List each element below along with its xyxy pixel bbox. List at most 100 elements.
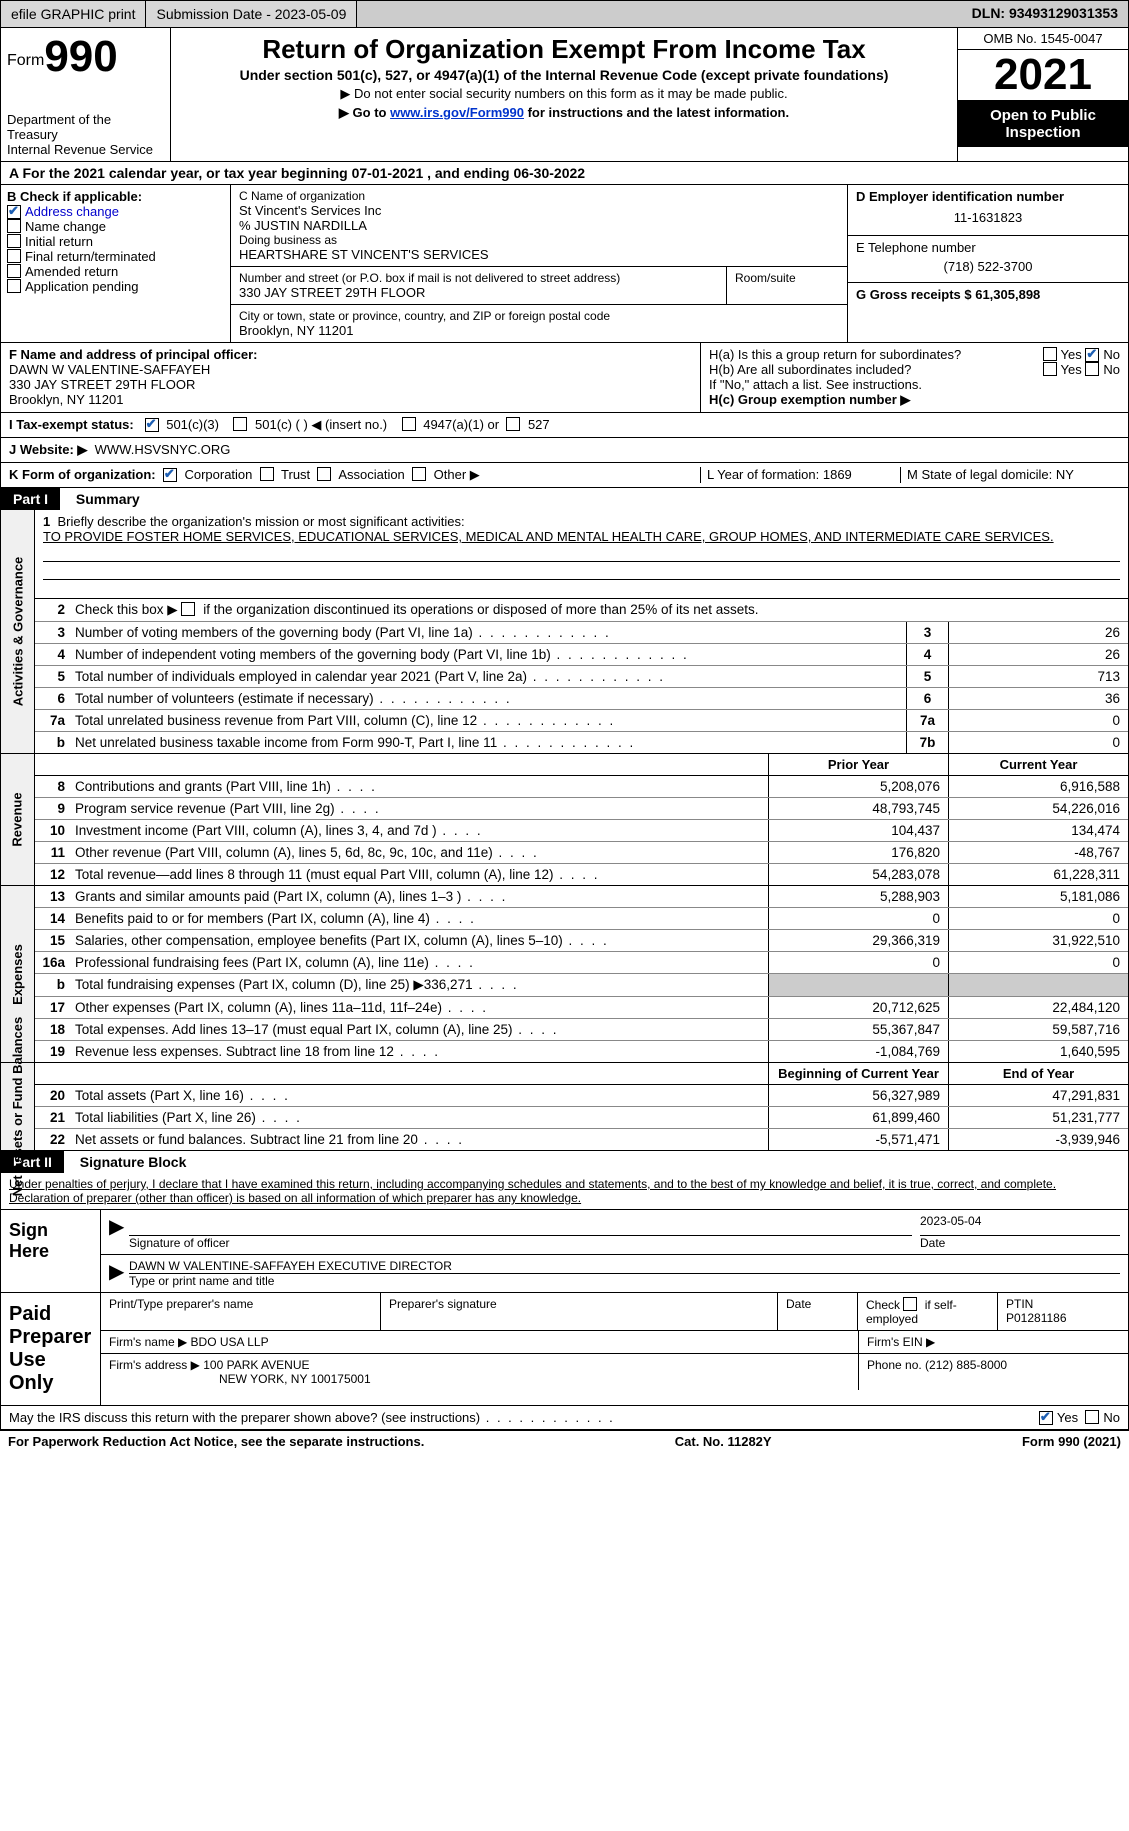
check-discontinued[interactable] xyxy=(181,602,195,616)
footer-left: For Paperwork Reduction Act Notice, see … xyxy=(8,1434,424,1449)
goto-note: ▶ Go to www.irs.gov/Form990 for instruct… xyxy=(179,105,949,121)
hb-label: H(b) Are all subordinates included? xyxy=(709,362,911,377)
line-value: 26 xyxy=(948,622,1128,643)
check-name-change[interactable] xyxy=(7,219,21,233)
footer-mid: Cat. No. 11282Y xyxy=(675,1434,772,1449)
summary-line: 16aProfessional fundraising fees (Part I… xyxy=(35,952,1128,974)
check-initial-return[interactable] xyxy=(7,234,21,248)
lbl-final: Final return/terminated xyxy=(25,249,156,264)
check-trust[interactable] xyxy=(260,467,274,481)
opt-4947: 4947(a)(1) or xyxy=(423,417,499,432)
sig-date-value: 2023-05-04 xyxy=(920,1214,1120,1236)
omb-number: OMB No. 1545-0047 xyxy=(958,28,1128,50)
sig-arrow2: ▶ xyxy=(109,1259,129,1288)
prior-value xyxy=(768,974,948,996)
opt-corp: Corporation xyxy=(184,467,252,482)
type-name-label: Type or print name and title xyxy=(129,1274,1120,1288)
efile-print-button[interactable]: efile GRAPHIC print xyxy=(1,1,146,27)
check-other[interactable] xyxy=(412,467,426,481)
hb-no-check[interactable] xyxy=(1085,362,1099,376)
form-990-number: 990 xyxy=(44,32,117,81)
check-final-return[interactable] xyxy=(7,249,21,263)
line-text: Total number of volunteers (estimate if … xyxy=(71,688,906,709)
firm-ein-label: Firm's EIN ▶ xyxy=(858,1331,1128,1353)
check-app-pending[interactable] xyxy=(7,279,21,293)
lbl-app-pending: Application pending xyxy=(25,279,138,294)
ssn-note: ▶ Do not enter social security numbers o… xyxy=(179,86,949,102)
sign-here-label: Sign Here xyxy=(1,1210,101,1292)
line-num: b xyxy=(35,974,71,996)
prior-value: 0 xyxy=(768,908,948,929)
col-f-officer: F Name and address of principal officer:… xyxy=(1,343,701,412)
firm-name-label: Firm's name ▶ xyxy=(109,1335,187,1349)
dba-label: Doing business as xyxy=(239,233,839,247)
line-num: 10 xyxy=(35,820,71,841)
summary-line: 7aTotal unrelated business revenue from … xyxy=(35,710,1128,732)
line-num: 4 xyxy=(35,644,71,665)
line-num: 8 xyxy=(35,776,71,797)
line-text: Contributions and grants (Part VIII, lin… xyxy=(71,776,768,797)
side-netassets: Net Assets or Fund Balances xyxy=(1,1063,35,1150)
city-label: City or town, state or province, country… xyxy=(239,309,839,323)
check-527[interactable] xyxy=(506,417,520,431)
check-self-employed[interactable] xyxy=(903,1297,917,1311)
form-header: Form990 Department of the Treasury Inter… xyxy=(0,28,1129,162)
check-self-label: Check xyxy=(866,1298,900,1312)
netassets-header: Beginning of Current Year End of Year xyxy=(35,1063,1128,1085)
opt-501c: 501(c) ( ) ◀ (insert no.) xyxy=(255,417,387,432)
ein-label: D Employer identification number xyxy=(856,189,1120,204)
discuss-yes-check[interactable] xyxy=(1039,1411,1053,1425)
part1-revenue-block: Revenue Prior Year Current Year 8Contrib… xyxy=(0,754,1129,886)
ha-yes-check[interactable] xyxy=(1043,347,1057,361)
line-num: 11 xyxy=(35,842,71,863)
dba-name: HEARTSHARE ST VINCENT'S SERVICES xyxy=(239,247,839,262)
check-address-change[interactable] xyxy=(7,205,21,219)
summary-line: 17Other expenses (Part IX, column (A), l… xyxy=(35,997,1128,1019)
line-text: Grants and similar amounts paid (Part IX… xyxy=(71,886,768,907)
line-text: Number of voting members of the governin… xyxy=(71,622,906,643)
line-box: 3 xyxy=(906,622,948,643)
discuss-label: May the IRS discuss this return with the… xyxy=(9,1410,480,1425)
check-501c[interactable] xyxy=(233,417,247,431)
dept-treasury: Department of the Treasury xyxy=(7,112,164,142)
line-text: Total liabilities (Part X, line 26) xyxy=(71,1107,768,1128)
line-text: Number of independent voting members of … xyxy=(71,644,906,665)
ha-no-check[interactable] xyxy=(1085,348,1099,362)
summary-line: 12Total revenue—add lines 8 through 11 (… xyxy=(35,864,1128,885)
ha-yes: Yes xyxy=(1061,347,1082,362)
check-4947[interactable] xyxy=(402,417,416,431)
officer-signature-field[interactable] xyxy=(129,1214,912,1236)
tax-year: 2021 xyxy=(958,50,1128,101)
check-assoc[interactable] xyxy=(317,467,331,481)
prior-value: 61,899,460 xyxy=(768,1107,948,1128)
hb-yes-check[interactable] xyxy=(1043,362,1057,376)
section-bcd: B Check if applicable: Address change Na… xyxy=(0,185,1129,343)
footer: For Paperwork Reduction Act Notice, see … xyxy=(0,1430,1129,1452)
mission-block: 1 Briefly describe the organization's mi… xyxy=(35,510,1128,599)
form-prefix: Form xyxy=(7,52,44,69)
q1-label: Briefly describe the organization's miss… xyxy=(57,514,464,529)
line-num: 20 xyxy=(35,1085,71,1106)
opt-assoc: Association xyxy=(338,467,404,482)
form-number: Form990 xyxy=(7,32,164,82)
irs-form990-link[interactable]: www.irs.gov/Form990 xyxy=(390,105,524,120)
f-label: F Name and address of principal officer: xyxy=(9,347,692,362)
check-amended-return[interactable] xyxy=(7,264,21,278)
line-num: b xyxy=(35,732,71,753)
line-num: 15 xyxy=(35,930,71,951)
col-d-ein: D Employer identification number 11-1631… xyxy=(848,185,1128,342)
check-501c3[interactable] xyxy=(145,418,159,432)
check-corp[interactable] xyxy=(163,468,177,482)
sig-officer-label: Signature of officer xyxy=(129,1236,920,1250)
discuss-no-check[interactable] xyxy=(1085,1410,1099,1424)
open-to-public: Open to Public Inspection xyxy=(958,101,1128,147)
submission-date: Submission Date - 2023-05-09 xyxy=(146,1,357,27)
current-value: 0 xyxy=(948,908,1128,929)
line-text: Other expenses (Part IX, column (A), lin… xyxy=(71,997,768,1018)
line-value: 0 xyxy=(948,732,1128,753)
hb-no: No xyxy=(1103,362,1120,377)
summary-line: bTotal fundraising expenses (Part IX, co… xyxy=(35,974,1128,997)
q2-post: if the organization discontinued its ope… xyxy=(203,602,758,617)
hc-label: H(c) Group exemption number ▶ xyxy=(709,392,1120,408)
current-value: 6,916,588 xyxy=(948,776,1128,797)
